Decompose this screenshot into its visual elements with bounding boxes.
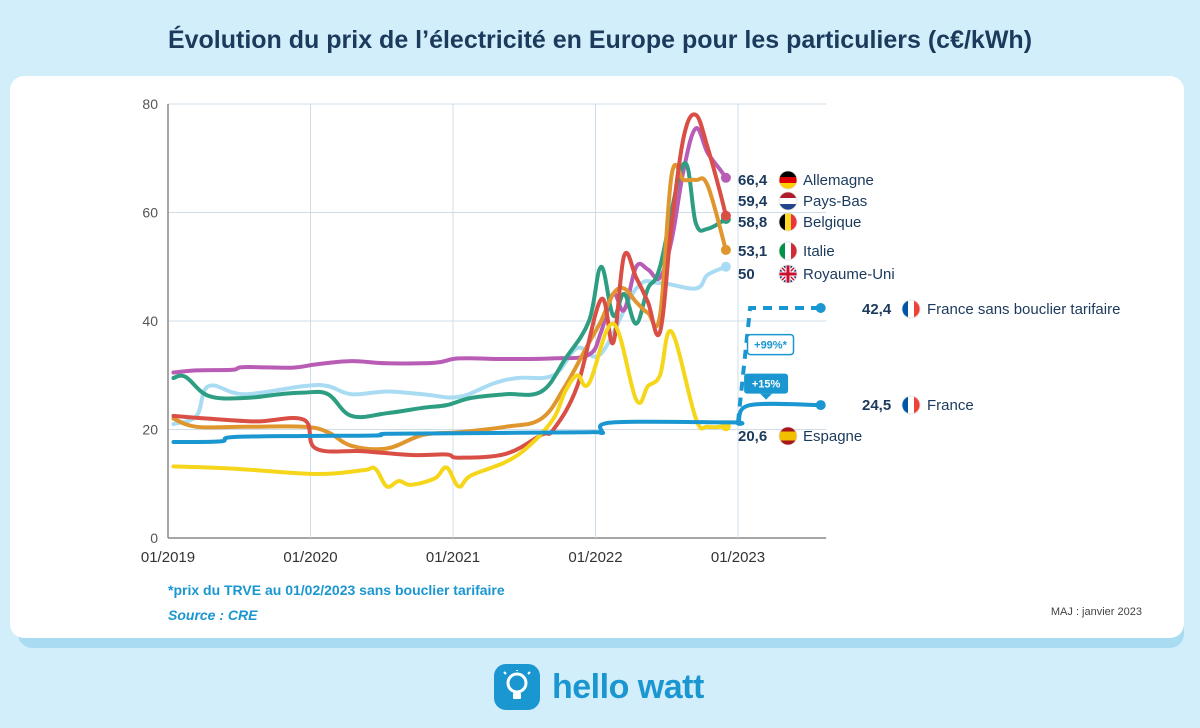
flag-es-icon bbox=[778, 426, 798, 446]
x-tick-label: 01/2021 bbox=[426, 549, 480, 566]
series-line-italie bbox=[171, 162, 728, 452]
y-tick-label: 60 bbox=[142, 205, 158, 221]
end-value-france-sans-bouclier: 42,4 bbox=[862, 301, 892, 318]
end-value-france: 24,5 bbox=[862, 397, 891, 414]
series-label-france-sans-bouclier: France sans bouclier tarifaire bbox=[927, 301, 1120, 318]
annotation-box-99 bbox=[746, 333, 795, 356]
x-tick-label: 01/2020 bbox=[283, 549, 337, 566]
y-tick-label: 0 bbox=[150, 530, 158, 546]
end-point-royaume-uni bbox=[720, 261, 731, 272]
end-value-italie: 53,1 bbox=[738, 243, 767, 260]
y-tick-label: 40 bbox=[142, 313, 158, 329]
flag-it-icon bbox=[778, 241, 798, 261]
end-value-pays-bas: 59,4 bbox=[738, 193, 768, 210]
flag-fr-icon bbox=[901, 299, 921, 319]
hello-watt-logo: hello watt bbox=[494, 662, 704, 712]
end-value-belgique: 58,8 bbox=[738, 214, 767, 231]
series-label-belgique: Belgique bbox=[803, 214, 861, 231]
source-label: Source : CRE bbox=[168, 607, 258, 623]
series-line-espagne bbox=[171, 321, 728, 489]
series-label-royaume-uni: Royaume-Uni bbox=[803, 266, 895, 283]
flag-fr-icon bbox=[901, 395, 921, 415]
end-point-pays-bas bbox=[720, 210, 731, 221]
series-line-france-sans-bouclier bbox=[736, 305, 821, 423]
annotation-text-15: +15% bbox=[752, 379, 781, 391]
x-tick-label: 01/2023 bbox=[711, 549, 765, 566]
chart-title: Évolution du prix de l’électricité en Eu… bbox=[167, 26, 1033, 54]
flag-nl-icon bbox=[778, 191, 798, 211]
flag-de-icon bbox=[778, 170, 798, 190]
brand-name: hello watt bbox=[552, 667, 704, 706]
y-tick-label: 20 bbox=[142, 422, 158, 438]
series-label-espagne: Espagne bbox=[803, 428, 862, 445]
lightbulb-icon bbox=[494, 664, 540, 710]
x-tick-label: 01/2022 bbox=[568, 549, 622, 566]
end-point-france-sans-bouclier bbox=[815, 302, 826, 313]
series-line-belgique bbox=[171, 161, 728, 420]
y-tick-label: 80 bbox=[142, 96, 158, 112]
update-label: MAJ : janvier 2023 bbox=[1050, 606, 1142, 618]
series-line-pays-bas bbox=[171, 112, 728, 460]
end-value-royaume-uni: 50 bbox=[738, 266, 755, 283]
annotation-box-15 bbox=[744, 373, 789, 394]
flag-uk-icon bbox=[778, 264, 798, 284]
series-line-allemagne bbox=[171, 126, 728, 375]
x-tick-label: 01/2019 bbox=[141, 549, 195, 566]
end-point-allemagne bbox=[720, 172, 731, 183]
series-line-royaume-uni bbox=[171, 264, 728, 427]
end-point-italie bbox=[720, 244, 731, 255]
series-line-france bbox=[171, 401, 823, 445]
annotation-pointer-15 bbox=[760, 393, 773, 400]
series-label-italie: Italie bbox=[803, 243, 835, 260]
end-value-espagne: 20,6 bbox=[738, 428, 767, 445]
flag-be-icon bbox=[778, 212, 798, 232]
end-point-france bbox=[815, 400, 826, 411]
series-label-france: France bbox=[927, 397, 974, 414]
footnote: *prix du TRVE au 01/02/2023 sans bouclie… bbox=[168, 582, 505, 598]
series-label-pays-bas: Pays-Bas bbox=[803, 193, 867, 210]
series-label-allemagne: Allemagne bbox=[803, 172, 874, 189]
annotation-text-99: +99%* bbox=[754, 340, 787, 352]
end-value-allemagne: 66,4 bbox=[738, 172, 768, 189]
